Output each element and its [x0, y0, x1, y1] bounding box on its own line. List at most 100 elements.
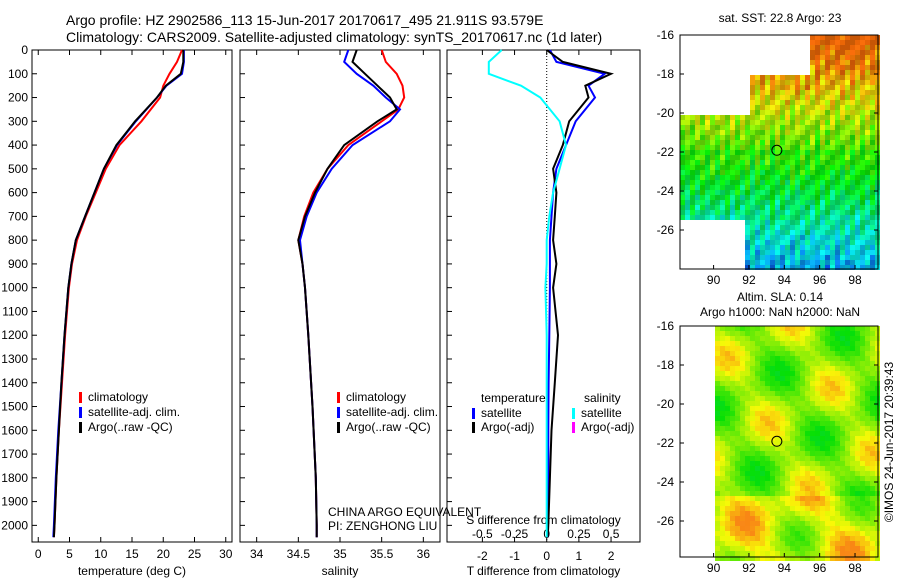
sla-map-cell	[795, 546, 800, 551]
sst-map-cell	[770, 155, 775, 160]
sst-map-cell	[870, 80, 875, 85]
sst-map-cell	[685, 120, 690, 125]
sst-map-cell	[840, 185, 845, 190]
sla-map-cell	[750, 361, 755, 366]
sla-map-cell	[795, 491, 800, 496]
sst-map-cell	[845, 160, 850, 165]
sst-map-cell	[785, 145, 790, 150]
sst-map-cell	[820, 165, 825, 170]
sst-map-cell	[785, 185, 790, 190]
s-diff-axis-label: S difference from climatology	[466, 513, 621, 527]
sst-map-cell	[815, 100, 820, 105]
sst-map-cell	[795, 125, 800, 130]
sst-map-cell	[860, 235, 865, 240]
sst-map-cell	[870, 250, 875, 255]
sst-map-cell	[805, 260, 810, 265]
sst-map-cell	[860, 55, 865, 60]
sst-map-cell	[810, 60, 815, 65]
sla-map-cell	[850, 426, 855, 431]
sst-map-cell	[850, 140, 855, 145]
sst-map-cell	[730, 170, 735, 175]
figure-title-line2: Climatology: CARS2009. Satellite-adjuste…	[66, 29, 603, 45]
sla-map-cell	[785, 426, 790, 431]
sla-map-title: Argo h1000: NaN h2000: NaN	[700, 305, 860, 319]
sst-map-cell	[815, 35, 820, 40]
sla-map-cell	[780, 451, 785, 456]
sst-map-cell	[840, 90, 845, 95]
sla-map-cell	[865, 386, 870, 391]
sla-map-cell	[720, 361, 725, 366]
sst-map-cell	[690, 135, 695, 140]
sst-map-cell	[735, 190, 740, 195]
sst-map-cell	[870, 190, 875, 195]
sla-map-cell	[750, 391, 755, 396]
sla-map-cell	[745, 351, 750, 356]
sla-map-cell	[810, 406, 815, 411]
sla-map-cell	[845, 386, 850, 391]
sla-map-cell	[745, 441, 750, 446]
sst-map-cell	[815, 265, 820, 270]
sla-map-cell	[870, 381, 875, 386]
sla-map-cell	[790, 521, 795, 526]
sla-map-cell	[805, 531, 810, 536]
sla-map-cell	[830, 391, 835, 396]
sla-map-cell	[830, 481, 835, 486]
sst-map-cell	[710, 155, 715, 160]
sla-map-cell	[720, 476, 725, 481]
sla-map-cell	[760, 551, 765, 556]
sla-map-cell	[795, 346, 800, 351]
sla-map-cell	[785, 496, 790, 501]
sst-map-cell	[700, 160, 705, 165]
sla-map-cell	[835, 441, 840, 446]
sla-map-cell	[780, 466, 785, 471]
sla-map-cell	[850, 331, 855, 336]
sla-map-cell	[770, 556, 775, 561]
sst-map-cell	[825, 55, 830, 60]
sla-map-cell	[800, 371, 805, 376]
sla-map-cell	[790, 551, 795, 556]
sla-map-cell	[720, 486, 725, 491]
sst-map-cell	[740, 185, 745, 190]
sla-map-cell	[760, 406, 765, 411]
sst-map-cell	[750, 160, 755, 165]
sla-map-cell	[770, 406, 775, 411]
sst-map-cell	[720, 180, 725, 185]
sla-map-cell	[855, 486, 860, 491]
sst-map-cell	[835, 135, 840, 140]
sst-map-cell	[770, 135, 775, 140]
sst-map-cell	[755, 155, 760, 160]
sst-map-cell	[840, 220, 845, 225]
sla-map-cell	[735, 396, 740, 401]
sla-map-cell	[810, 521, 815, 526]
sla-map-cell	[810, 556, 815, 561]
temperature-legend-swatch	[79, 392, 82, 403]
sla-map-cell	[785, 456, 790, 461]
sst-map-cell	[685, 215, 690, 220]
sla-map-cell	[785, 531, 790, 536]
sla-map-cell	[785, 391, 790, 396]
sst-map-cell	[855, 95, 860, 100]
sla-map-cell	[780, 331, 785, 336]
sla-map-cell	[725, 496, 730, 501]
sla-map-cell	[835, 481, 840, 486]
sla-map-cell	[850, 351, 855, 356]
sla-map-cell	[875, 556, 880, 561]
sla-map-cell	[825, 541, 830, 546]
sla-map-cell	[745, 411, 750, 416]
sst-map-cell	[865, 240, 870, 245]
sst-map-cell	[835, 150, 840, 155]
sla-map-cell	[810, 506, 815, 511]
sst-map-cell	[825, 250, 830, 255]
sst-map-cell	[865, 50, 870, 55]
sst-map-cell	[735, 120, 740, 125]
sst-map-cell	[815, 140, 820, 145]
sst-map-cell	[720, 135, 725, 140]
sla-map-cell	[820, 526, 825, 531]
sst-map-cell	[710, 115, 715, 120]
sla-map-cell	[830, 446, 835, 451]
depth-tick-label: 1800	[1, 471, 28, 485]
sla-map-cell	[865, 491, 870, 496]
sst-map-cell	[720, 130, 725, 135]
sst-map-cell	[690, 180, 695, 185]
sst-map-cell	[775, 180, 780, 185]
